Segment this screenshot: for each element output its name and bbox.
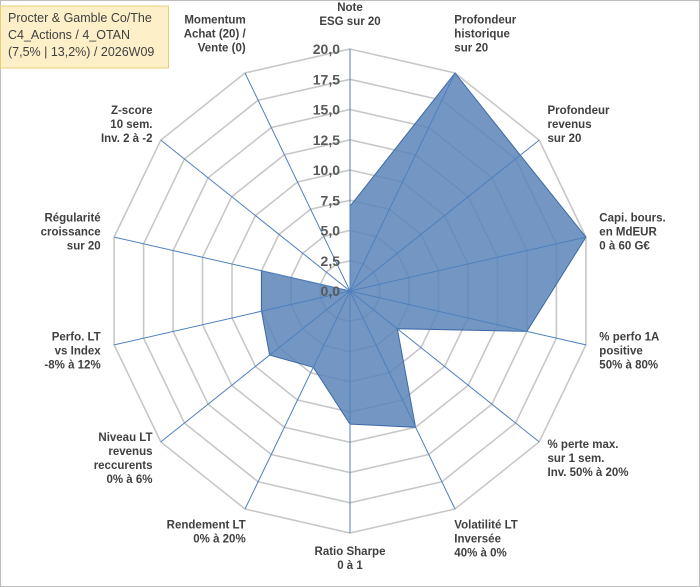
series-layer: [261, 72, 587, 428]
chart-title-line: C4_Actions / 4_OTAN: [8, 28, 130, 42]
category-label-0: Note ESG sur 20: [319, 2, 380, 28]
spoke-10: [113, 290, 351, 346]
category-label-8: Rendement LT 0% à 20%: [167, 520, 246, 546]
category-label-4: % perfo 1A positive 50% à 80%: [599, 332, 659, 372]
spoke-4: [349, 290, 587, 346]
category-label-12: Z-score 10 sem. Inv. 2 à -2: [101, 105, 153, 145]
tick-label: 2,5: [321, 253, 341, 269]
category-label-13: Momentum Achat (20) / Vente (0): [184, 15, 247, 55]
spoke-3: [349, 236, 587, 292]
spoke-12: [160, 139, 351, 292]
category-label-5: % perte max. sur 1 sem. Inv. 50% à 20%: [548, 439, 629, 479]
category-label-2: Profondeur revenus sur 20: [548, 105, 610, 145]
spoke-6: [349, 290, 456, 510]
category-label-9: Niveau LT revenus reccurents 0% à 6%: [94, 432, 153, 486]
tick-label: 17,5: [313, 71, 340, 87]
spoke-layer: [113, 49, 587, 533]
spoke-11: [113, 236, 351, 292]
category-label-1: Profondeur historique sur 20: [454, 15, 516, 55]
category-label-layer: Note ESG sur 20 Profondeur historique sur 20…: [41, 2, 666, 572]
category-label-11: Régularité croissance sur 20: [41, 212, 101, 252]
chart-title-line: Procter & Gamble Co/The: [8, 11, 152, 25]
tick-label: 7,5: [321, 192, 341, 208]
tick-label: 20,0: [313, 41, 340, 57]
category-label-7: Ratio Sharpe 0 à 1: [315, 546, 386, 572]
spoke-5: [349, 290, 540, 443]
chart-title-box: Procter & Gamble Co/The C4_Actions / 4_OT…: [0, 5, 169, 69]
tick-label: 0,0: [321, 283, 341, 299]
spoke-1: [349, 72, 456, 292]
category-label-6: Volatilité LT Inversée 40% à 0%: [454, 520, 517, 560]
tick-label: 5,0: [321, 223, 341, 239]
tick-label: 12,5: [313, 132, 340, 148]
spoke-9: [160, 290, 351, 443]
spoke-13: [244, 72, 351, 292]
spoke-2: [349, 139, 540, 292]
tick-label: 10,0: [313, 162, 340, 178]
title-background: [0, 5, 169, 69]
category-label-10: Perfo. LT vs Index -8% à 12%: [44, 332, 101, 372]
chart-title-line: (7,5% | 13,2%) / 2026W09: [8, 45, 154, 59]
tick-label: 15,0: [313, 102, 340, 118]
spoke-8: [244, 290, 351, 510]
series-area-0: [261, 72, 587, 428]
category-label-3: Capi. bours. en MdEUR 0 à 60 G€: [599, 212, 665, 252]
tick-label-layer: 0,0 2,5 5,0 7,5 10,0 12,5 15,0 17,5 20,0: [313, 41, 340, 299]
